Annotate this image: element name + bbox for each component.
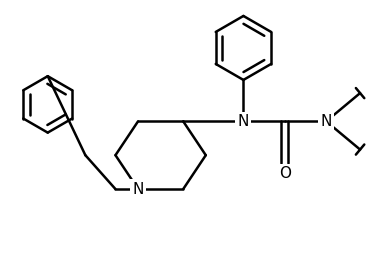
Text: N: N (238, 114, 249, 129)
Text: N: N (132, 182, 144, 197)
Text: N: N (321, 114, 332, 129)
Text: O: O (279, 166, 291, 181)
